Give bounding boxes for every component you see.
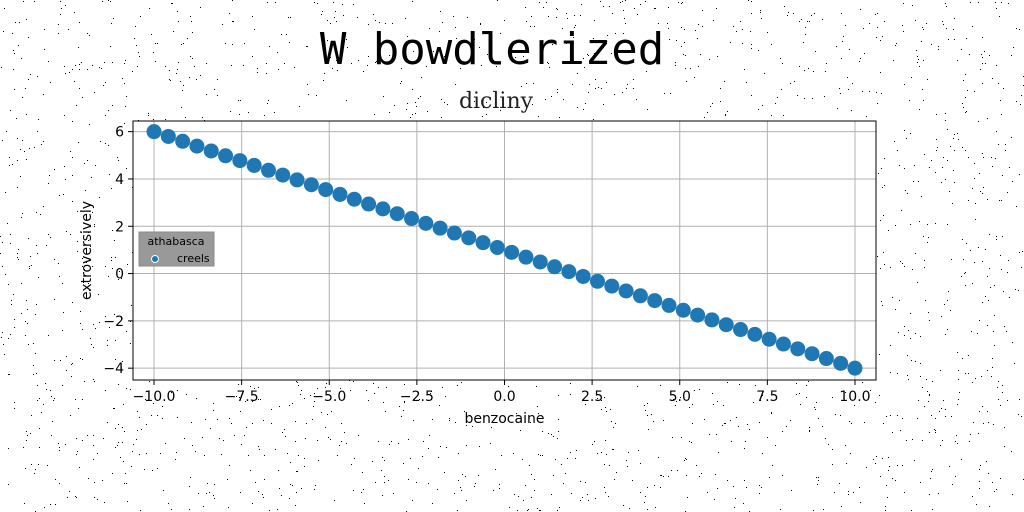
data-point [690,308,705,323]
data-point [518,250,533,265]
legend-marker-creels [152,256,159,263]
data-point [375,201,390,216]
data-point [805,346,820,361]
data-point [590,274,605,289]
data-point [762,332,777,347]
x-tick-label: 5.0 [669,389,691,405]
data-point [561,264,576,279]
data-point [776,337,791,352]
data-point [361,197,376,212]
data-point [418,216,433,231]
y-tick-label: 6 [115,125,124,141]
data-point [719,317,734,332]
y-axis-ticks: −4 −2 0 2 4 6 [103,125,133,378]
data-point [576,269,591,284]
data-point [318,182,333,197]
data-point [704,312,719,327]
x-tick-label: 0.0 [493,389,515,405]
y-tick-label: 4 [115,172,124,188]
data-point [247,158,262,173]
data-point [490,240,505,255]
data-point [547,259,562,274]
data-point [232,153,247,168]
data-point [647,293,662,308]
data-point [504,245,519,260]
data-point [819,351,834,366]
data-point [275,168,290,183]
data-point [790,341,805,356]
x-tick-label: −10.0 [133,389,176,405]
x-tick-label: 10.0 [839,389,870,405]
data-point [347,192,362,207]
y-tick-label: −2 [103,314,124,330]
data-point [175,134,190,149]
legend-label-creels: creels [177,252,210,265]
legend: athabasca creels [139,232,214,266]
data-point [676,303,691,318]
data-point [204,143,219,158]
data-point [633,288,648,303]
data-point [447,226,462,241]
data-point [604,279,619,294]
y-axis-label: extroversively [79,201,95,300]
data-point [261,163,276,178]
data-point [733,322,748,337]
data-point [304,177,319,192]
data-point [161,129,176,144]
data-point [218,148,233,163]
x-axis-ticks: −10.0 −7.5 −5.0 −2.5 0.0 2.5 5.0 7.5 10.0 [133,380,871,405]
data-point [290,172,305,187]
y-tick-label: 0 [115,267,124,283]
data-point [404,211,419,226]
data-point [619,283,634,298]
data-point [533,254,548,269]
data-point [747,327,762,342]
data-point [476,235,491,250]
chart-subtitle: dicliny [459,89,534,114]
data-point [390,206,405,221]
x-tick-label: 7.5 [756,389,778,405]
legend-title: athabasca [147,235,204,248]
data-point [847,361,862,376]
chart-title: W bowdlerized [320,24,664,75]
x-tick-label: −7.5 [225,389,259,405]
data-point [433,221,448,236]
x-tick-label: −5.0 [312,389,346,405]
data-point [147,124,162,139]
data-point [662,298,677,313]
x-axis-label: benzocaine [465,411,545,427]
data-point [189,139,204,154]
data-point [332,187,347,202]
x-tick-label: 2.5 [581,389,603,405]
x-tick-label: −2.5 [400,389,434,405]
y-tick-label: −4 [103,361,124,377]
data-point [833,356,848,371]
data-point [461,230,476,245]
y-tick-label: 2 [115,219,124,235]
